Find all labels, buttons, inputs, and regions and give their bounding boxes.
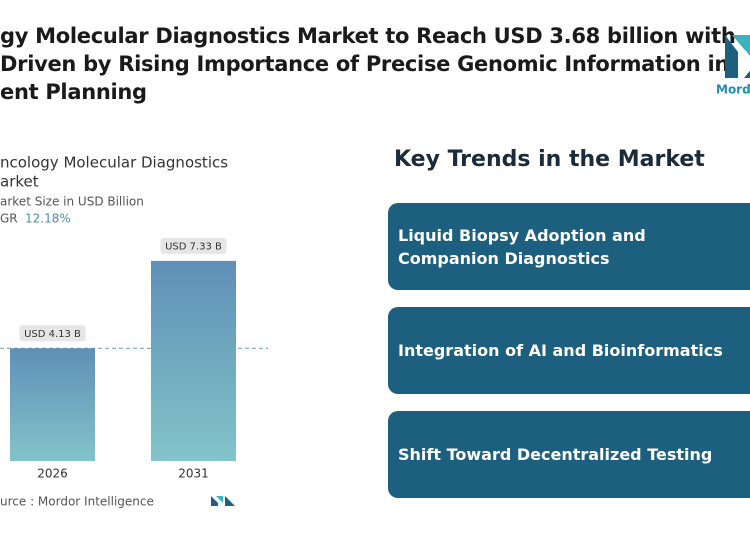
trend-text: Shift Toward Decentralized Testing xyxy=(398,445,713,464)
x-tick-label: 2026 xyxy=(37,467,68,481)
value-label: USD 7.33 B xyxy=(165,241,222,252)
headline-line: gy Molecular Diagnostics Market to Reach… xyxy=(0,24,736,48)
cagr-label: GR xyxy=(0,212,18,226)
source: urce : Mordor Intelligence xyxy=(0,495,154,509)
chart: ncology Molecular Diagnostics arket arke… xyxy=(0,154,268,509)
chart-title: ncology Molecular Diagnostics xyxy=(0,154,228,172)
trend-card: Shift Toward Decentralized Testing xyxy=(388,411,750,498)
trend-text: Liquid Biopsy Adoption and Companion Dia… xyxy=(398,225,646,268)
bar xyxy=(10,348,95,461)
chart-title: arket xyxy=(0,173,39,191)
value-label-box xyxy=(19,325,86,342)
logo: Mordo xyxy=(716,35,750,97)
value-label-box xyxy=(160,237,227,254)
trend-card: Integration of AI and Bioinformatics xyxy=(388,307,750,394)
value-label: USD 4.13 B xyxy=(24,329,81,340)
logo-text: Mordo xyxy=(716,83,750,97)
trends-title: Key Trends in the Market xyxy=(394,147,705,172)
trend-card: Liquid Biopsy Adoption and Companion Dia… xyxy=(388,203,750,290)
cagr-value: 12.18% xyxy=(25,212,71,226)
x-tick-label: 2031 xyxy=(178,467,209,481)
headline: gy Molecular Diagnostics Market to Reach… xyxy=(0,22,736,106)
headline-line: ent Planning xyxy=(0,80,147,104)
trend-text: Integration of AI and Bioinformatics xyxy=(398,341,723,360)
bar xyxy=(151,260,236,461)
headline-line: Driven by Rising Importance of Precise G… xyxy=(0,52,730,76)
chart-subtitle: arket Size in USD Billion xyxy=(0,195,144,209)
small-logo xyxy=(211,496,235,506)
